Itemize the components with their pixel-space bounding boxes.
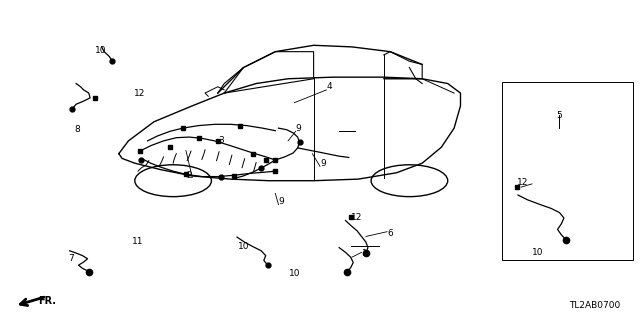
Text: 10: 10 [95, 45, 107, 55]
Text: 10: 10 [238, 242, 250, 251]
Text: TL2AB0700: TL2AB0700 [569, 301, 620, 310]
Text: 7: 7 [68, 254, 74, 263]
Text: 12: 12 [351, 213, 362, 222]
Bar [502, 82, 633, 260]
Text: 9: 9 [278, 197, 284, 206]
Text: 9: 9 [296, 124, 301, 132]
Text: 8: 8 [74, 125, 80, 134]
Text: 10: 10 [289, 268, 301, 278]
Text: 6: 6 [387, 229, 393, 238]
Text: 2: 2 [186, 172, 191, 180]
Text: FR.: FR. [38, 296, 56, 306]
Text: 11: 11 [132, 237, 143, 246]
Text: 9: 9 [320, 159, 326, 168]
Text: 3: 3 [218, 136, 223, 145]
Text: 4: 4 [326, 82, 332, 91]
Text: 12: 12 [134, 89, 145, 98]
Text: 12: 12 [516, 178, 528, 187]
Text: 10: 10 [532, 248, 543, 257]
Text: 5: 5 [556, 111, 562, 120]
Text: 1: 1 [362, 250, 367, 259]
